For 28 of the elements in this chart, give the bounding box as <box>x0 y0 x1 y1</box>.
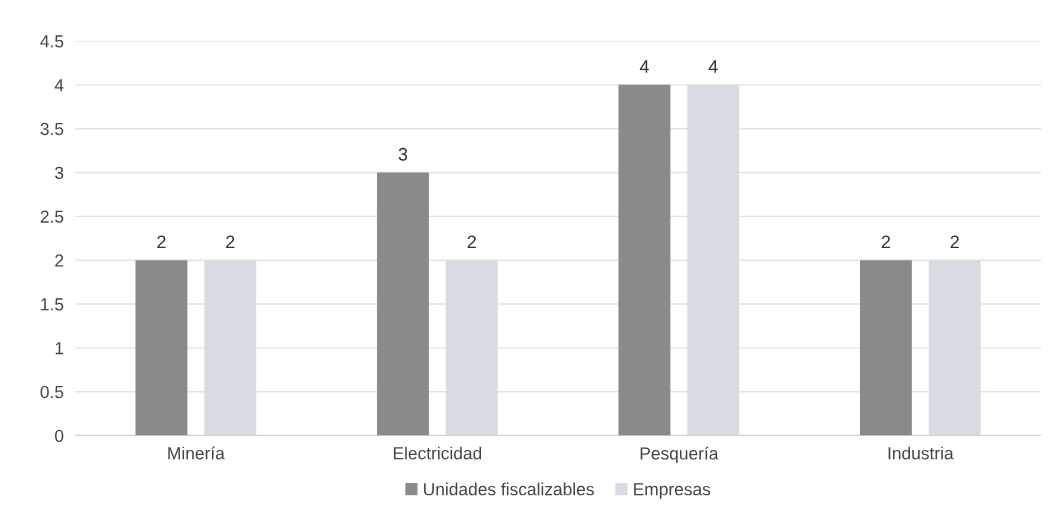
data-label: 2 <box>467 235 476 249</box>
legend-label: Empresas <box>634 483 711 499</box>
y-tick-label: 1.5 <box>41 298 64 311</box>
data-label: 4 <box>708 60 718 73</box>
y-tick-label: 3 <box>55 166 64 179</box>
data-label: 2 <box>950 235 959 249</box>
y-tick-label: 4 <box>54 79 64 92</box>
bar <box>618 84 671 436</box>
data-label: 2 <box>226 235 235 249</box>
x-tick-label: Electricidad <box>393 446 482 460</box>
data-label: 3 <box>398 147 408 161</box>
bar <box>376 172 429 436</box>
legend-label: Unidades fiscalizables <box>424 482 594 496</box>
y-tick-label: 1 <box>55 342 64 355</box>
data-label: 2 <box>881 235 891 249</box>
y-tick-label: 0.5 <box>40 385 64 399</box>
data-label: 2 <box>157 235 166 249</box>
y-tick-label: 2.5 <box>40 210 64 223</box>
y-tick-label: 0 <box>55 429 64 442</box>
data-label: 4 <box>639 60 649 73</box>
y-tick-label: 3.5 <box>40 122 64 136</box>
x-tick-label: Industria <box>888 446 954 460</box>
bar <box>859 260 912 436</box>
y-tick-label: 2 <box>55 254 64 267</box>
x-tick-label: Minería <box>168 446 225 460</box>
y-tick-label: 4.5 <box>40 35 64 48</box>
bar <box>135 260 188 436</box>
x-tick-label: Pesquería <box>640 446 719 464</box>
